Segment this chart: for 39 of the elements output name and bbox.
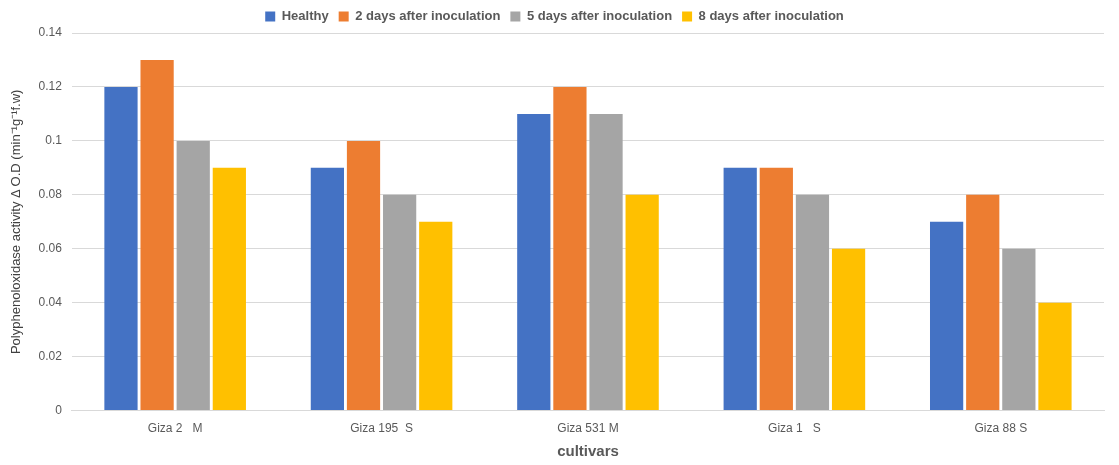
y-tick-label: 0.08	[38, 187, 63, 202]
y-axis-title: Polyphenoloxidase activity Δ O.D (min⁻¹g⁻¹f.w)	[8, 89, 24, 355]
bar	[140, 59, 174, 411]
x-tick-label: Giza 88 S	[974, 421, 1028, 436]
bar	[759, 167, 793, 411]
bar	[310, 167, 344, 411]
y-tick-label: 0.06	[38, 241, 63, 256]
bar	[383, 194, 417, 411]
bar	[966, 194, 1000, 411]
legend-label: 8 days after inoculation	[698, 8, 844, 24]
y-tick-label: 0.04	[38, 295, 63, 310]
legend-label: Healthy	[281, 8, 330, 24]
bar	[589, 113, 623, 411]
bar	[104, 86, 138, 411]
y-tick-label: 0.02	[38, 348, 63, 363]
bar	[1038, 302, 1072, 411]
x-tick-label: Giza 1 S	[768, 421, 821, 436]
y-tick-label: 0	[55, 402, 63, 417]
y-tick-label: 0.1	[45, 133, 63, 148]
bar	[553, 86, 587, 411]
x-tick-label: Giza 195 S	[350, 421, 413, 436]
bar	[930, 221, 964, 411]
legend-label: 2 days after inoculation	[355, 8, 501, 24]
bar	[212, 167, 246, 411]
x-axis-title: cultivars	[557, 442, 619, 460]
bar	[723, 167, 757, 411]
legend-label: 5 days after inoculation	[526, 8, 673, 24]
bar	[795, 194, 830, 411]
x-tick-label: Giza 2 M	[147, 421, 203, 436]
bar	[517, 113, 551, 411]
bar	[831, 248, 866, 411]
x-tick-label: Giza 531 M	[557, 421, 619, 436]
y-tick-label: 0.12	[38, 79, 63, 94]
bar	[625, 194, 659, 411]
y-tick-label: 0.14	[38, 25, 63, 40]
bar	[176, 140, 210, 411]
bar	[346, 140, 381, 411]
bar	[1002, 248, 1036, 411]
bar	[419, 221, 453, 411]
